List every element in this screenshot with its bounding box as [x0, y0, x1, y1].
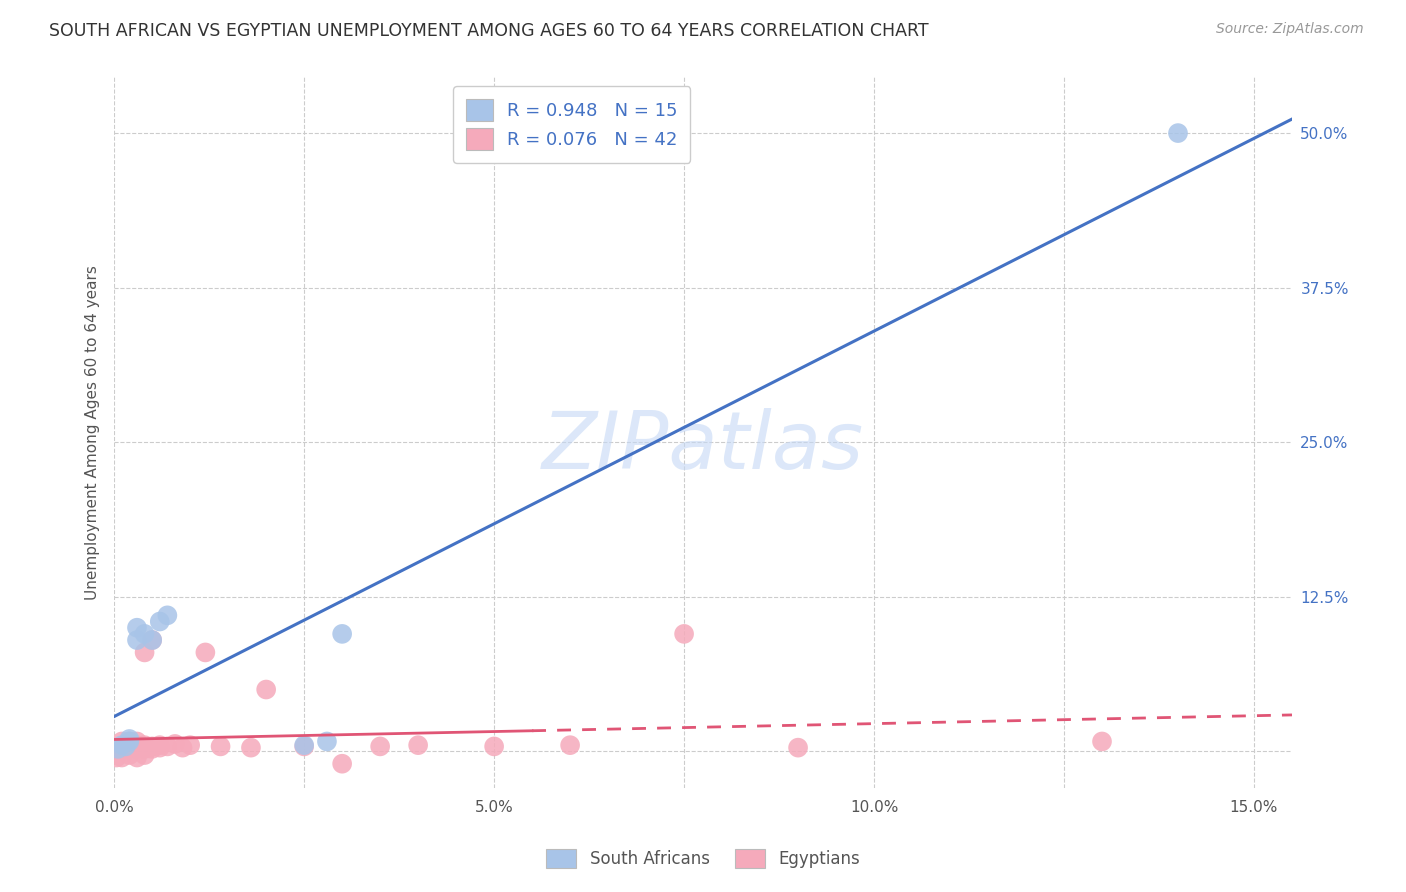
Point: [1167, 126, 1189, 140]
Point: [673, 627, 696, 641]
Point: [406, 738, 429, 752]
Point: [149, 740, 172, 755]
Point: [111, 738, 134, 752]
Point: [125, 742, 148, 756]
Point: [156, 739, 179, 754]
Point: [114, 740, 136, 755]
Point: [179, 738, 201, 752]
Point: [1091, 734, 1114, 748]
Point: [558, 738, 581, 752]
Point: [330, 756, 353, 771]
Point: [163, 737, 186, 751]
Point: [118, 734, 141, 748]
Point: [105, 750, 128, 764]
Point: [108, 742, 131, 756]
Point: [239, 740, 262, 755]
Point: [141, 633, 163, 648]
Point: [118, 734, 141, 748]
Point: [149, 738, 172, 752]
Point: [111, 742, 134, 756]
Point: [111, 734, 134, 748]
Point: [125, 633, 148, 648]
Point: [292, 738, 315, 752]
Point: [134, 742, 156, 756]
Point: [114, 739, 136, 754]
Legend: R = 0.948   N = 15, R = 0.076   N = 42: R = 0.948 N = 15, R = 0.076 N = 42: [453, 87, 690, 163]
Point: [107, 742, 129, 756]
Point: [118, 731, 141, 746]
Y-axis label: Unemployment Among Ages 60 to 64 years: Unemployment Among Ages 60 to 64 years: [86, 266, 100, 600]
Text: SOUTH AFRICAN VS EGYPTIAN UNEMPLOYMENT AMONG AGES 60 TO 64 YEARS CORRELATION CHA: SOUTH AFRICAN VS EGYPTIAN UNEMPLOYMENT A…: [49, 22, 929, 40]
Point: [118, 747, 141, 762]
Point: [292, 739, 315, 754]
Point: [787, 740, 810, 755]
Point: [209, 739, 232, 754]
Point: [107, 740, 129, 755]
Point: [118, 742, 141, 756]
Point: [482, 739, 505, 754]
Point: [149, 615, 172, 629]
Point: [134, 627, 156, 641]
Point: [125, 734, 148, 748]
Point: [254, 682, 277, 697]
Legend: South Africans, Egyptians: South Africans, Egyptians: [540, 842, 866, 875]
Point: [125, 750, 148, 764]
Point: [134, 738, 156, 752]
Point: [330, 627, 353, 641]
Point: [111, 750, 134, 764]
Point: [125, 621, 148, 635]
Text: Source: ZipAtlas.com: Source: ZipAtlas.com: [1216, 22, 1364, 37]
Point: [156, 608, 179, 623]
Point: [194, 645, 217, 659]
Point: [134, 645, 156, 659]
Point: [141, 739, 163, 754]
Point: [141, 742, 163, 756]
Point: [111, 739, 134, 754]
Point: [125, 738, 148, 752]
Point: [172, 740, 194, 755]
Point: [134, 747, 156, 762]
Point: [368, 739, 391, 754]
Point: [141, 633, 163, 648]
Point: [316, 734, 339, 748]
Text: ZIPatlas: ZIPatlas: [543, 409, 865, 486]
Point: [118, 739, 141, 754]
